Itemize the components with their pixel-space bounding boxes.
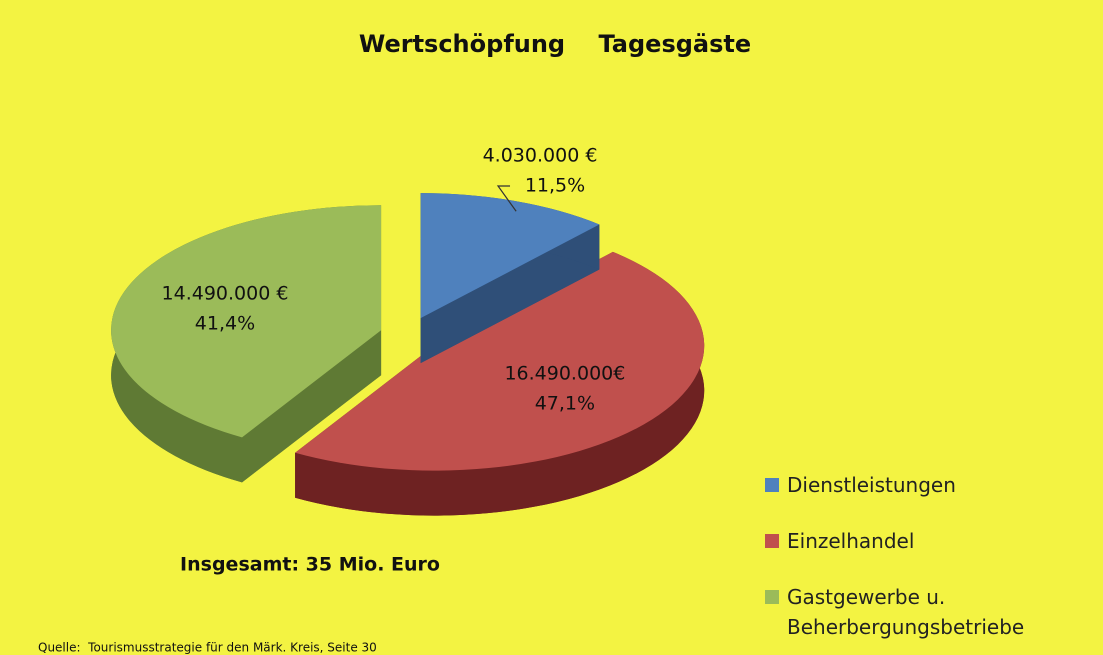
legend-item: Dienstleistungen [765,470,1095,500]
legend-label: Einzelhandel [787,529,915,553]
chart-title: Wertschöpfung Tagesgäste [359,30,751,58]
slice-cut [242,330,382,483]
percentage-label: 41,4% [195,313,255,335]
legend-item: Einzelhandel [765,526,1095,556]
leader-line [496,185,517,212]
legend-item: Gastgewerbe u. Beherbergungsbetriebe [765,582,1095,642]
slice [420,193,600,364]
slice [111,205,382,483]
slice-top [295,251,705,471]
legend-swatch [765,590,779,604]
slice-side [295,251,705,516]
slice-top [111,205,382,438]
annotation: Insgesamt: 35 Mio. Euro [180,554,440,576]
value-label: 4.030.000 € [483,145,598,167]
legend-label: Gastgewerbe u. Beherbergungsbetriebe [787,585,1025,639]
legend-label: Dienstleistungen [787,473,956,497]
value-label: 16.490.000€ [504,362,625,384]
legend-swatch [765,534,779,548]
source: Quelle: Tourismusstrategie für den Märk.… [38,641,377,655]
slice [295,251,705,516]
percentage-label: 11,5% [525,175,585,197]
slice-top [420,193,600,319]
value-label: 14.490.000 € [162,283,289,305]
legend: Dienstleistungen Einzelhandel Gastgewerbe … [765,470,1095,655]
legend-swatch [765,478,779,492]
slice-cut [420,224,600,364]
percentage-label: 47,1% [535,392,595,414]
